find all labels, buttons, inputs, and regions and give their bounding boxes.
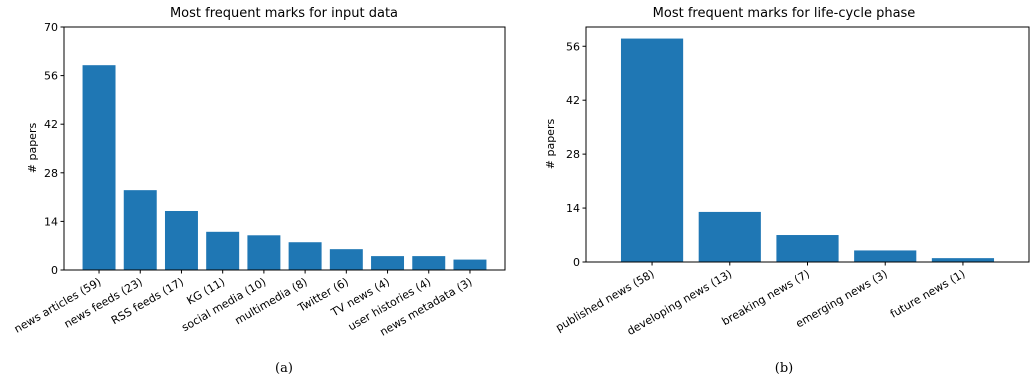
chart-b-ylabel: # papers (544, 119, 557, 170)
bar-a-5 (288, 242, 322, 270)
chart-a-caption: (a) (275, 361, 293, 376)
y-tick-label-a-2: 28 (44, 167, 58, 180)
y-tick-label-a-1: 14 (44, 215, 58, 228)
bar-b-1 (698, 211, 761, 262)
bar-b-3 (854, 250, 917, 262)
bar-b-4 (931, 258, 995, 262)
y-tick-label-b-4: 56 (566, 40, 580, 53)
chart-life-cycle-phase: Most frequent marks for life-cycle phase… (544, 6, 1030, 376)
bar-a-0 (82, 65, 116, 270)
bar-a-7 (371, 256, 405, 270)
chart-b-title: Most frequent marks for life-cycle phase (653, 6, 916, 21)
y-tick-label-a-4: 56 (44, 70, 58, 83)
bar-a-2 (164, 210, 198, 270)
bar-a-9 (453, 259, 487, 270)
bar-a-1 (123, 190, 157, 270)
chart-a-title: Most frequent marks for input data (170, 6, 398, 21)
x-tick-label-b-4: future news (1) (888, 267, 967, 320)
y-tick-label-b-3: 42 (566, 94, 580, 107)
y-tick-label-b-2: 28 (566, 148, 580, 161)
chart-a-frame (63, 26, 506, 271)
chart-input-data: Most frequent marks for input data # pap… (12, 6, 506, 376)
chart-a-ylabel: # papers (26, 123, 39, 174)
x-tick-label-a-2: RSS feeds (17) (109, 275, 186, 327)
bar-a-4 (247, 235, 281, 270)
bar-a-6 (329, 249, 363, 270)
bar-a-3 (206, 231, 240, 270)
chart-b-frame (585, 26, 1030, 263)
bar-b-0 (620, 38, 684, 263)
y-tick-label-b-0: 0 (573, 256, 580, 269)
y-tick-label-b-1: 14 (566, 202, 580, 215)
y-tick-label-a-5: 70 (44, 21, 58, 34)
bar-a-8 (412, 256, 446, 270)
chart-b-caption: (b) (775, 361, 793, 376)
y-tick-label-a-3: 42 (44, 118, 58, 131)
y-tick-label-a-0: 0 (51, 264, 58, 277)
bar-b-2 (776, 235, 839, 262)
